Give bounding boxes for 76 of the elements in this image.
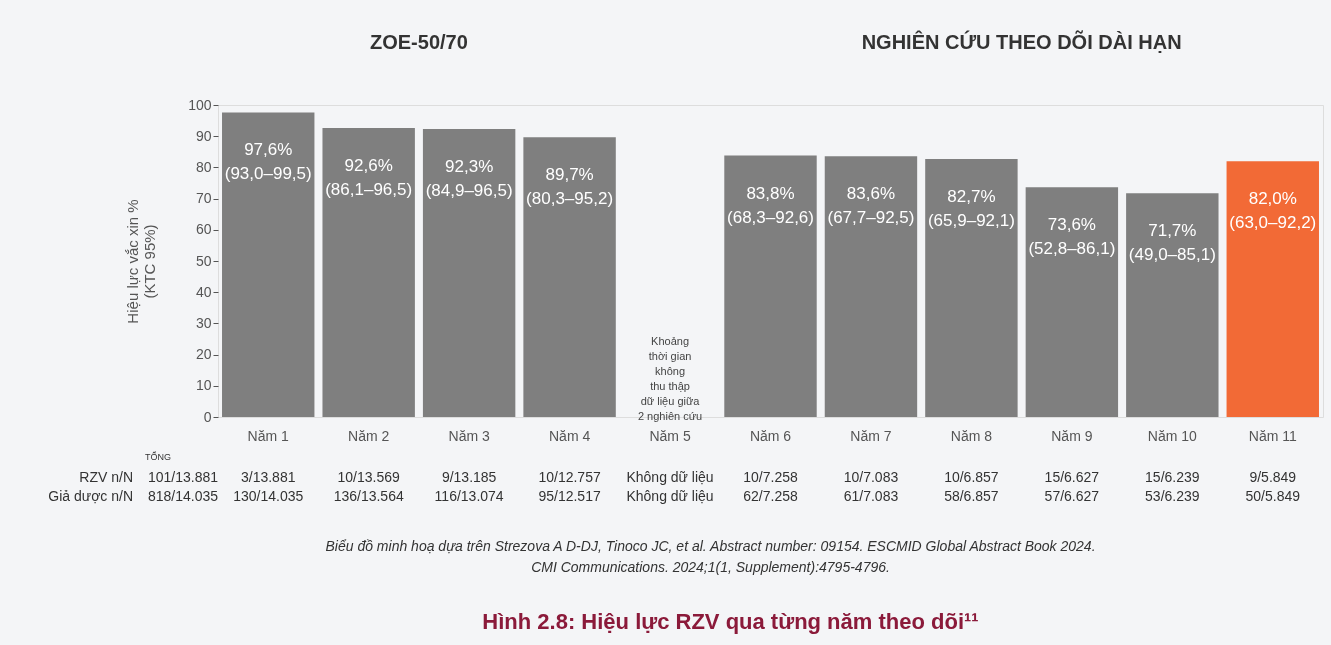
data-label: 89,7% (80,3–95,2): [526, 165, 614, 209]
text: RZV n/N: [79, 469, 133, 485]
y-axis-title: Hiệu lực vắc xin % (KTC 95%): [124, 199, 159, 324]
text: 95/12.517: [538, 488, 601, 504]
text: Hình 2.8: Hiệu lực RZV qua từng năm theo dõi¹¹: [482, 609, 979, 634]
text: 9/13.185: [441, 469, 497, 485]
y-tick-label: 10: [195, 377, 212, 394]
text: 9/5.849: [1249, 469, 1297, 485]
text: 57/6.627: [1044, 488, 1100, 504]
bar: [1226, 161, 1319, 417]
y-tick-label: 20: [195, 346, 212, 363]
text: 15/6.239: [1145, 469, 1200, 485]
text: TỔNG: [145, 451, 171, 462]
text: 818/14.035: [147, 488, 219, 504]
data-label: 83,8% (68,3–92,6): [727, 183, 814, 227]
text: Giả dược n/N: [48, 488, 133, 504]
bar: [824, 156, 918, 417]
y-tick-label: 60: [195, 221, 212, 238]
text: 15/6.627: [1044, 469, 1100, 485]
text: 10/12.757: [538, 469, 601, 485]
y-tick-label: 30: [195, 314, 212, 331]
text: Biểu đồ minh hoạ dựa trên Strezova A D-DJ, Tinoco JC, et al. Abstract number: 09154. ESCMID Global Abstract Book 2024.: [325, 538, 1096, 554]
data-label: 92,6% (86,1–96,5): [325, 156, 413, 200]
x-tick-label: Năm 10: [1147, 427, 1198, 444]
text: 10/7.083: [843, 469, 899, 485]
text: ZOE-50/70: [370, 31, 468, 53]
text: Không dữ liệu: [626, 488, 714, 504]
bar: [422, 129, 516, 417]
text: 58/6.857: [944, 488, 999, 504]
text: NGHIÊN CỨU THEO DÕI DÀI HẠN: [861, 30, 1182, 53]
x-tick-label: Năm 9: [1051, 427, 1093, 444]
text: 10/13.569: [337, 469, 401, 485]
text: CMI Communications. 2024;1(1, Supplement):4795-4796.: [531, 559, 890, 575]
text: 116/13.074: [434, 488, 504, 504]
bar: [1126, 193, 1219, 417]
text: 61/7.083: [843, 488, 899, 504]
bar: [1025, 187, 1119, 417]
data-label: 71,7% (49,0–85,1): [1128, 221, 1216, 265]
y-tick-label: 70: [195, 190, 212, 207]
bar: [322, 128, 415, 417]
bar: [222, 112, 315, 417]
text: 101/13.881: [147, 469, 219, 485]
x-tick-label: Năm 4: [548, 427, 591, 444]
data-label: 82,7% (65,9–92,1): [927, 186, 1015, 230]
y-tick-label: 90: [195, 127, 212, 144]
text: Không dữ liệu: [626, 469, 714, 485]
y-tick-label: 0: [203, 408, 212, 425]
x-tick-label: Năm 2: [348, 427, 390, 444]
text: 53/6.239: [1145, 488, 1200, 504]
y-tick-label: 40: [195, 283, 212, 300]
text: 130/14.035: [233, 488, 304, 504]
text: 10/6.857: [944, 469, 999, 485]
data-label: 83,6% (67,7–92,5): [827, 184, 915, 228]
text: 136/13.564: [333, 488, 404, 504]
data-label: 92,3% (84,9–96,5): [425, 157, 513, 201]
text: 62/7.258: [743, 488, 798, 504]
x-tick-label: Năm 7: [850, 427, 892, 444]
x-tick-label: Năm 5: [649, 427, 691, 444]
annotation: Khoảng thời gian không thu thập dữ liệu giữa 2 nghiên cứu: [637, 335, 703, 422]
x-tick-label: Năm 1: [247, 427, 290, 444]
data-label: 97,6% (93,0–99,5): [224, 140, 312, 184]
data-label: 73,6% (52,8–86,1): [1028, 215, 1116, 259]
text: 3/13.881: [240, 469, 296, 485]
text: 50/5.849: [1245, 488, 1301, 504]
bar: [724, 155, 817, 417]
y-tick-label: 100: [188, 96, 212, 113]
text: 10/7.258: [743, 469, 798, 485]
x-tick-label: Năm 3: [448, 427, 490, 444]
data-label: 82,0% (63,0–92,2): [1229, 189, 1317, 233]
y-tick-label: 50: [195, 252, 212, 269]
x-tick-label: Năm 8: [950, 427, 993, 444]
y-tick-label: 80: [195, 158, 212, 175]
bar: [925, 158, 1018, 417]
x-tick-label: Năm 11: [1248, 427, 1297, 444]
x-tick-label: Năm 6: [749, 427, 792, 444]
bar: [523, 137, 616, 417]
